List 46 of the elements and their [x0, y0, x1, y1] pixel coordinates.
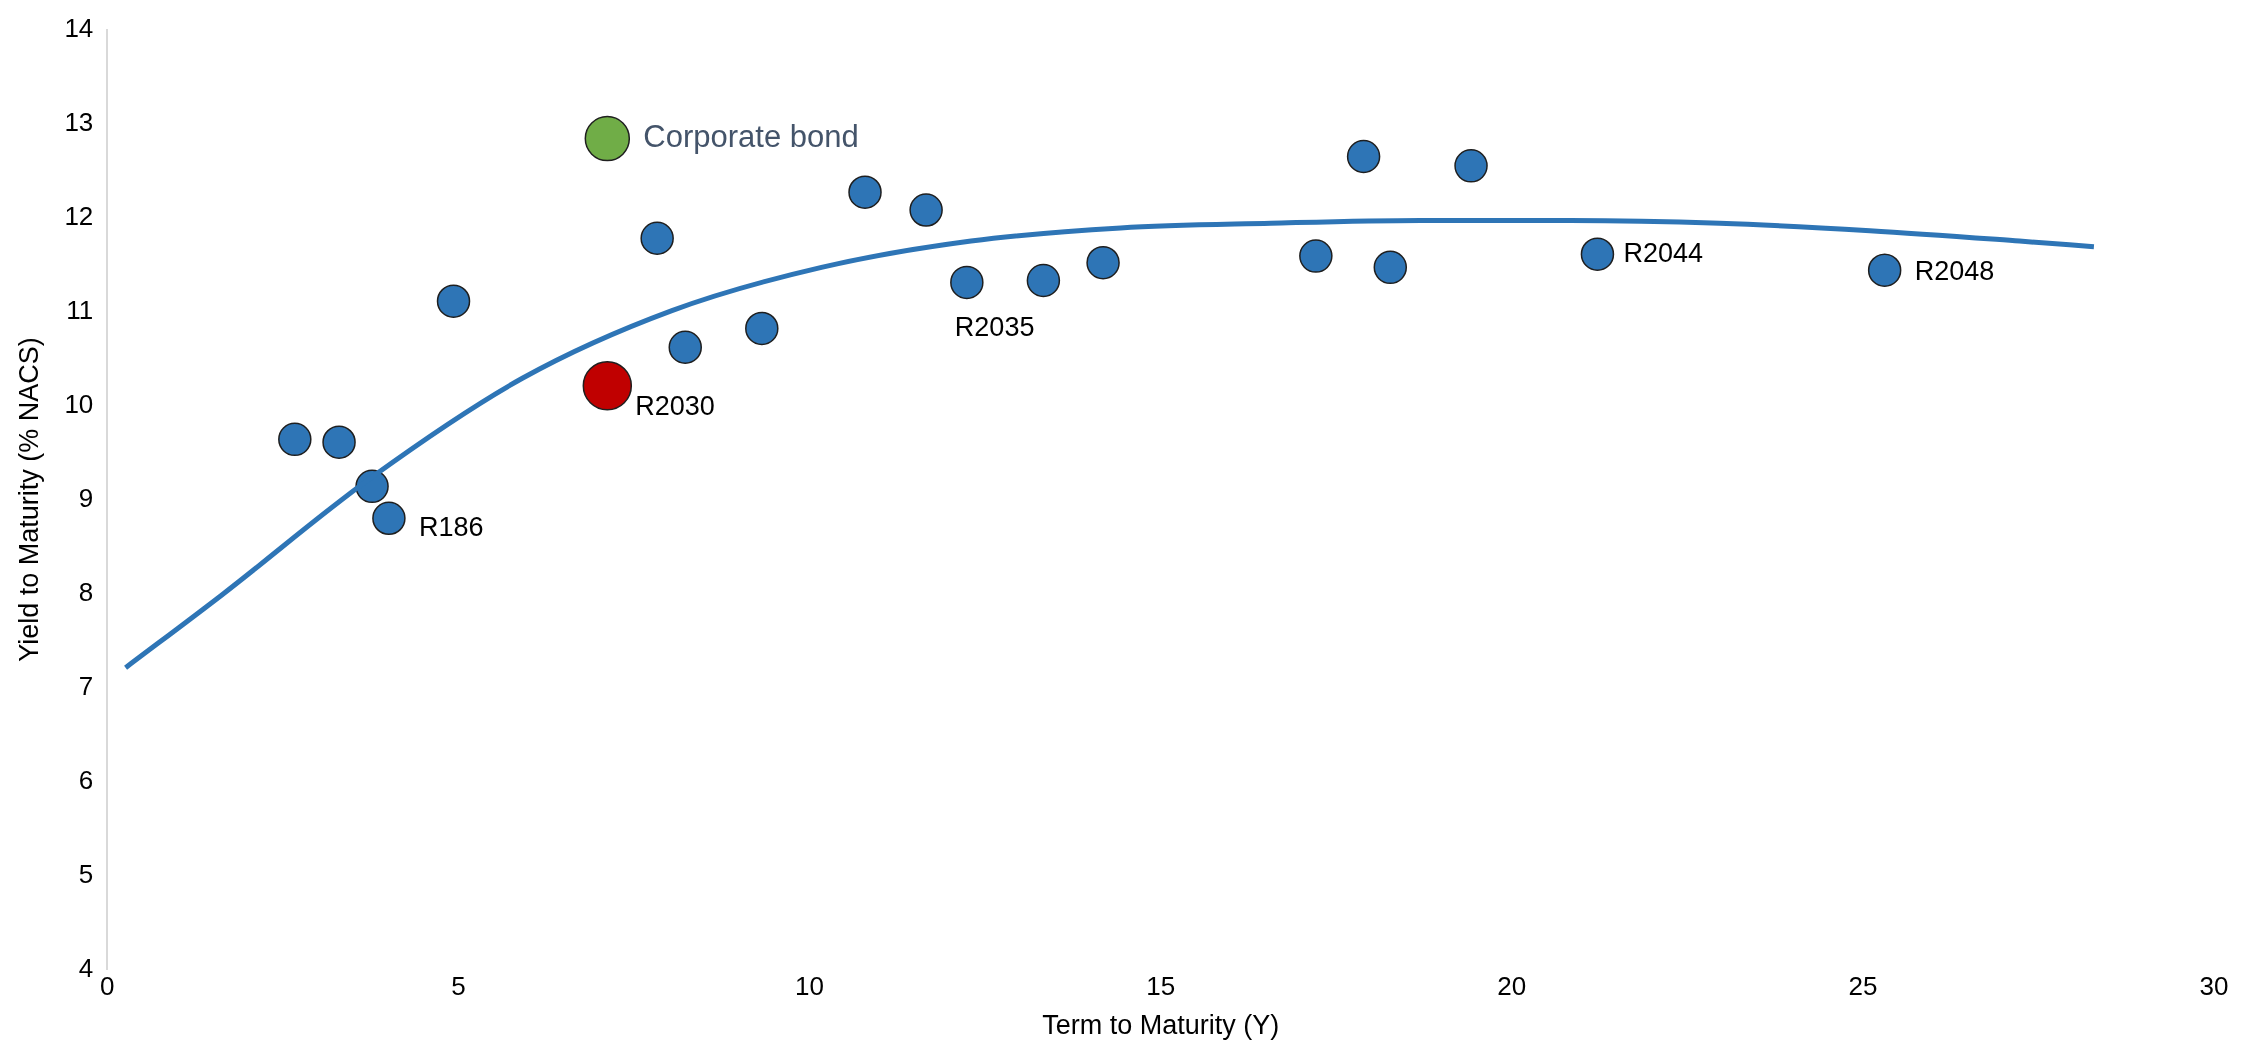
y-tick-label: 13: [64, 106, 94, 137]
y-tick-label: 6: [78, 764, 94, 795]
point: [1867, 253, 1902, 287]
y-tick-label: 14: [64, 12, 94, 43]
annotation: R2044: [1623, 237, 1704, 268]
y-tick-label: 8: [78, 576, 94, 607]
y-axis-title: Yield to Maturity (% NACS): [13, 337, 44, 662]
x-tick-label: 0: [100, 971, 115, 1002]
y-tick-label: 12: [64, 200, 94, 231]
y-tick-label: 5: [78, 858, 94, 889]
series-label: Corporate bond: [643, 119, 859, 155]
point: [1346, 139, 1381, 174]
point: [950, 265, 984, 300]
point: [436, 284, 471, 318]
point: [278, 422, 312, 457]
point: [1086, 245, 1120, 280]
annotation: R2048: [1914, 255, 1995, 286]
y-tick-label: 7: [78, 670, 94, 701]
annotation: R186: [418, 511, 484, 542]
point: [372, 501, 406, 536]
point: [582, 361, 633, 411]
x-tick-label: 30: [2199, 971, 2229, 1002]
point: [668, 330, 702, 364]
point: [322, 425, 356, 459]
point: [1373, 250, 1408, 285]
point: [1580, 237, 1615, 271]
x-tick-label: 10: [795, 971, 825, 1002]
point: [848, 175, 882, 209]
x-tick-label: 5: [451, 971, 466, 1002]
x-tick-label: 25: [1848, 971, 1878, 1002]
x-tick-label: 15: [1146, 971, 1176, 1002]
x-tick-label: 20: [1497, 971, 1527, 1002]
point: [584, 115, 631, 162]
y-tick-label: 9: [78, 482, 94, 513]
point: [1299, 239, 1333, 273]
point: [745, 311, 779, 346]
point: [1454, 149, 1488, 183]
point: [640, 221, 674, 255]
annotation: R2035: [954, 311, 1035, 342]
y-tick-label: 4: [78, 952, 94, 983]
y-tick-label: 11: [66, 294, 94, 325]
point: [1026, 263, 1061, 298]
point: [909, 193, 943, 227]
y-tick-label: 10: [64, 388, 94, 419]
x-axis-title: Term to Maturity (Y): [1042, 1010, 1280, 1041]
annotation: R2030: [635, 391, 715, 422]
